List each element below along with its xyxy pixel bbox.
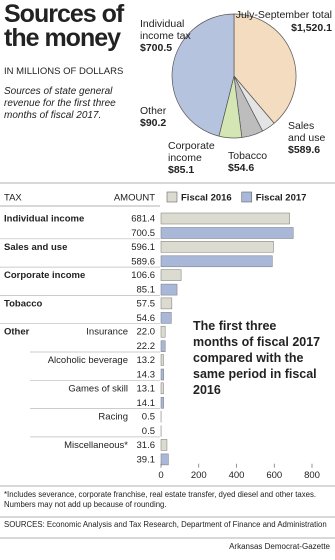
category-label: Tobacco: [4, 298, 43, 309]
value-label: 39.1: [137, 454, 156, 465]
bar: [160, 283, 178, 296]
pie-slice: [171, 13, 235, 137]
legend-label: Fiscal 2017: [256, 193, 307, 204]
value-label: 0.5: [142, 426, 155, 437]
legend-swatch: [166, 191, 178, 203]
slice-label: Tobacco: [228, 150, 268, 162]
category-label: Racing: [98, 412, 128, 423]
x-tick-label: 600: [266, 470, 282, 481]
value-label: 31.6: [137, 440, 156, 451]
bar: [160, 397, 164, 409]
value-label: 85.1: [137, 285, 156, 296]
value-label: 589.6: [131, 256, 155, 267]
x-tick-label: 200: [191, 470, 207, 481]
value-label: 681.4: [131, 214, 155, 225]
credit: Arkansas Democrat-Gazette: [229, 542, 330, 551]
category-label: Games of skill: [68, 383, 128, 394]
unit: IN MILLIONS OF DOLLARS: [4, 66, 124, 77]
group-label: Other: [4, 327, 30, 338]
value-label: 13.2: [137, 355, 156, 366]
slice-value: $54.6: [228, 162, 255, 174]
x-tick-label: 0: [158, 470, 163, 481]
slice-label: Individual income tax: [140, 18, 191, 42]
slice-label: Sales and use: [288, 120, 326, 144]
slice-value: $589.6: [288, 144, 321, 156]
bar: [160, 255, 273, 268]
slice-value: $90.2: [140, 117, 167, 129]
category-label: Miscellaneous*: [64, 440, 128, 451]
bar: [160, 325, 166, 338]
column-header: AMOUNT: [114, 193, 155, 204]
bar: [160, 227, 294, 239]
slice-value: $85.1: [168, 164, 195, 176]
slice-label: Other: [140, 105, 167, 117]
value-label: 596.1: [131, 242, 155, 253]
bar: [160, 439, 168, 451]
value-label: 14.3: [137, 370, 156, 381]
column-header: TAX: [4, 193, 22, 204]
bar: [160, 382, 164, 395]
bar: [160, 312, 172, 324]
category-label: Individual income: [4, 214, 84, 225]
category-label: Insurance: [86, 327, 128, 338]
pie-slice: [233, 13, 297, 124]
bar: [160, 354, 164, 366]
legend-label: Fiscal 2016: [181, 193, 232, 204]
value-label: 54.6: [137, 313, 156, 324]
annotation: The first three months of fiscal 2017 co…: [193, 319, 321, 397]
category-label: Sales and use: [4, 242, 67, 253]
pie-title: July-September total: [235, 9, 332, 21]
x-tick-label: 400: [229, 470, 245, 481]
title: Sources of the money: [4, 0, 124, 52]
value-label: 14.1: [137, 398, 156, 409]
bar: [160, 241, 274, 253]
value-label: 22.0: [137, 327, 156, 338]
bar: [160, 340, 166, 352]
value-label: 700.5: [131, 228, 155, 239]
legend-swatch: [241, 191, 253, 203]
pie-total: $1,520.1: [291, 22, 332, 34]
value-label: 22.2: [137, 341, 156, 352]
subtitle: Sources of state general revenue for the…: [4, 86, 116, 121]
value-label: 13.1: [137, 383, 156, 394]
slice-value: $700.5: [140, 42, 173, 54]
slice-label: Corporate income: [168, 140, 215, 164]
bar: [160, 453, 169, 466]
footnote: *Includes severance, corporate franchise…: [4, 490, 317, 509]
value-label: 106.6: [131, 270, 155, 281]
bar: [160, 269, 182, 281]
value-label: 57.5: [137, 298, 156, 309]
x-tick-label: 800: [304, 470, 320, 481]
category-label: Alcoholic beverage: [48, 355, 128, 366]
bar: [160, 297, 173, 310]
category-label: Corporate income: [4, 270, 85, 281]
value-label: 0.5: [142, 412, 155, 423]
bar: [160, 368, 164, 381]
sources: SOURCES: Economic Analysis and Tax Resea…: [4, 520, 327, 529]
bar: [160, 212, 290, 225]
